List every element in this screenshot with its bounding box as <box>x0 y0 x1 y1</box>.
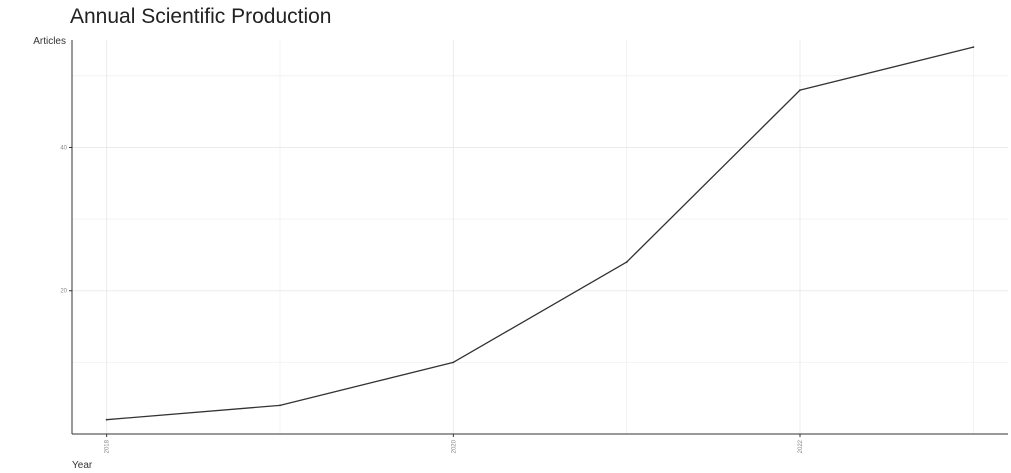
series <box>105 46 975 421</box>
data-point <box>972 46 975 49</box>
data-point <box>279 404 281 407</box>
x-tick-label: 2018 <box>105 439 111 453</box>
data-point <box>625 261 628 263</box>
data-point <box>799 89 801 92</box>
grid <box>72 40 1008 434</box>
x-axis-title: Year <box>72 460 93 471</box>
x-tick-label: 2022 <box>798 439 804 453</box>
data-point <box>452 361 455 364</box>
ticks: 20 40 2018 2020 2022 <box>60 145 804 453</box>
y-axis-title: Articles <box>33 36 66 47</box>
axes <box>71 40 1008 435</box>
y-tick-label: 20 <box>60 289 67 295</box>
chart-title: Annual Scientific Production <box>70 5 332 28</box>
y-tick-label: 40 <box>60 145 67 151</box>
data-point <box>105 418 108 421</box>
x-tick-label: 2020 <box>451 439 457 453</box>
series-line <box>106 46 974 421</box>
